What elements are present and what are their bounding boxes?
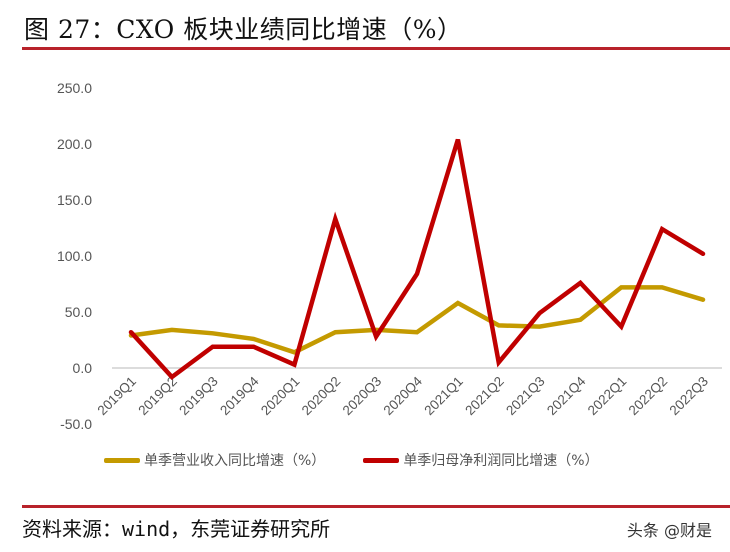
y-axis-tick-label: 200.0 (57, 136, 92, 152)
title-divider (22, 47, 730, 50)
x-axis-tick-label: 2021Q2 (462, 374, 507, 419)
legend-label-revenue: 单季营业收入同比增速（%） (144, 453, 326, 469)
y-axis-tick-label: 0.0 (73, 360, 93, 376)
source-note: 资料来源：wind，东莞证券研究所 (22, 517, 331, 541)
chart-title: 图 27：CXO 板块业绩同比增速（%） (24, 15, 463, 44)
x-axis-tick-label: 2019Q3 (176, 374, 221, 419)
x-axis-tick-label: 2019Q1 (95, 374, 140, 419)
legend-swatch-profit (363, 457, 400, 463)
watermark: 头条 @财是 (626, 521, 712, 540)
x-axis-tick-label: 2021Q3 (503, 374, 548, 419)
series-line-profit (128, 138, 706, 381)
legend-item-revenue: 单季营业收入同比增速（%） (104, 450, 325, 470)
x-axis-tick-label: 2020Q2 (299, 374, 344, 419)
series-line-revenue (128, 285, 706, 355)
x-axis-tick-label: 2019Q2 (135, 374, 180, 419)
legend-item-profit: 单季归母净利润同比增速（%） (363, 450, 599, 470)
x-axis-tick-label: 2020Q1 (258, 374, 303, 419)
x-axis-tick-label: 2020Q3 (340, 374, 385, 419)
x-axis-tick-label: 2022Q2 (626, 374, 671, 419)
footer-divider (22, 505, 730, 508)
y-axis-tick-label: -50.0 (60, 416, 92, 432)
chart-legend: 单季营业收入同比增速（%） 单季归母净利润同比增速（%） (104, 450, 637, 470)
x-axis-tick-label: 2022Q3 (667, 374, 712, 419)
y-axis-tick-label: 250.0 (57, 80, 92, 96)
y-axis-tick-label: 100.0 (57, 248, 92, 264)
x-axis-tick-label: 2021Q4 (544, 373, 589, 418)
x-axis-tick-label: 2019Q4 (217, 373, 262, 418)
x-axis-tick-label: 2022Q1 (585, 374, 630, 419)
legend-swatch-revenue (104, 457, 140, 463)
x-axis-tick-label: 2020Q4 (381, 373, 426, 418)
y-axis-tick-label: 50.0 (65, 304, 92, 320)
y-axis-tick-label: 150.0 (57, 192, 92, 208)
x-axis-tick-label: 2021Q1 (421, 374, 466, 419)
legend-label-profit: 单季归母净利润同比增速（%） (403, 453, 599, 469)
